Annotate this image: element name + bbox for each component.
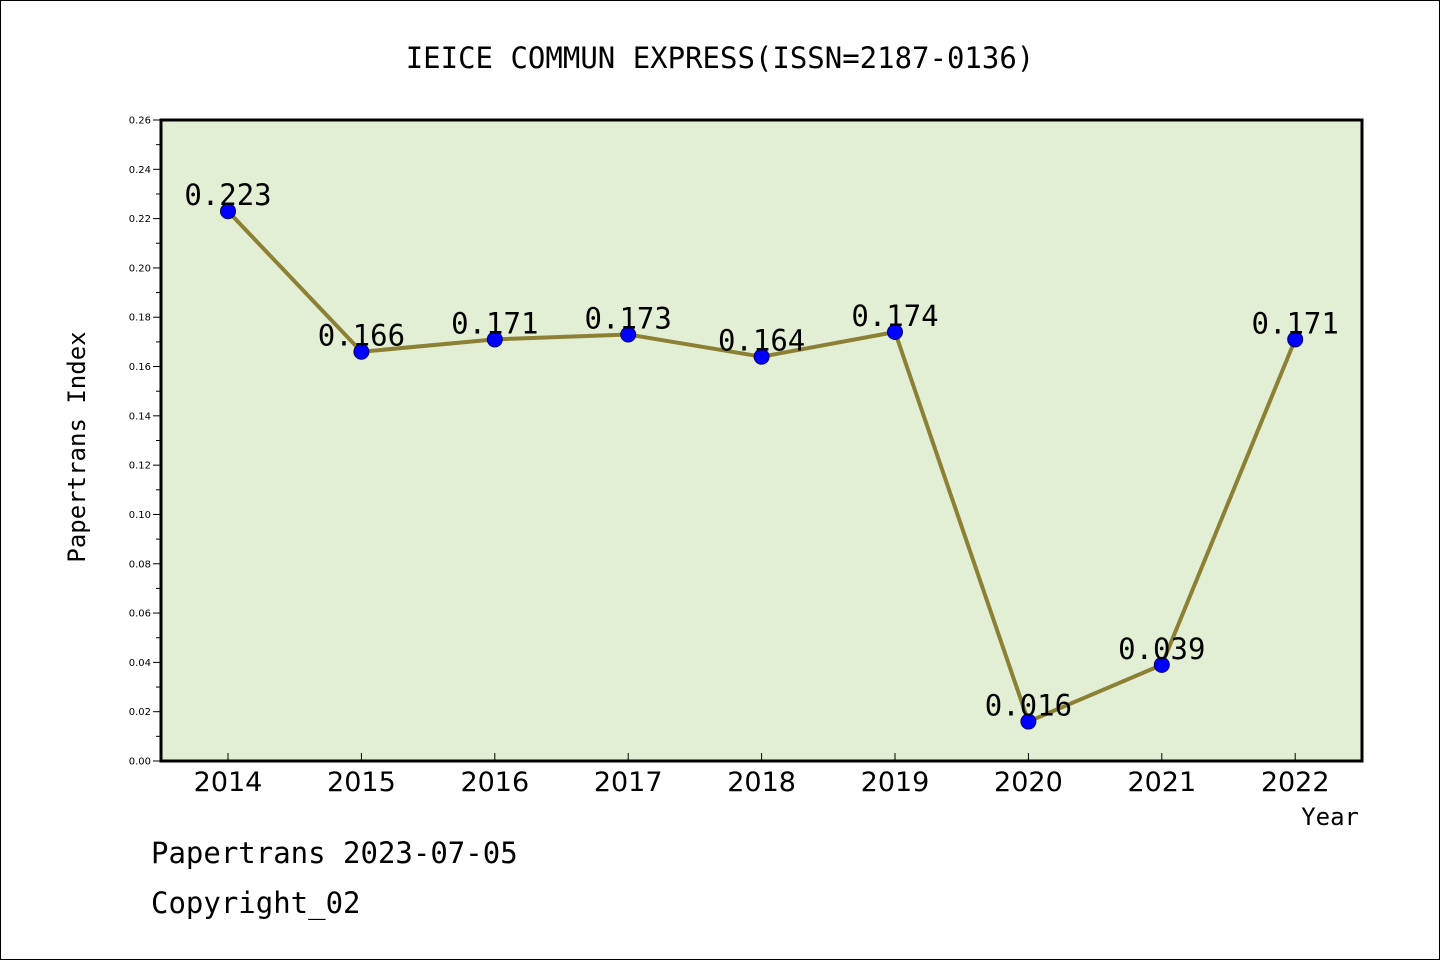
x-axis-ticks: 2014 2015 2016 2017 2018 2019 2020 2021 2022 (194, 753, 1330, 798)
x-tick-label: 2021 (1127, 767, 1196, 798)
y-tick-label: 0.16 (129, 362, 151, 373)
chart-title: IEICE COMMUN EXPRESS(ISSN=2187-0136) (406, 41, 1035, 75)
data-point (1287, 331, 1304, 348)
data-point (1020, 713, 1037, 730)
y-tick-label: 0.08 (129, 559, 151, 570)
y-tick-label: 0.20 (129, 263, 151, 274)
y-tick-label: 0.14 (129, 411, 151, 422)
data-point (620, 326, 637, 343)
data-point (353, 343, 370, 360)
y-tick-label: 0.04 (129, 658, 151, 669)
x-tick-label: 2015 (327, 767, 396, 798)
footer-date: Papertrans 2023-07-05 (151, 836, 518, 870)
y-tick-label: 0.02 (129, 707, 151, 718)
y-tick-label: 0.26 (129, 116, 151, 127)
y-tick-label: 0.10 (129, 510, 151, 521)
data-label: 0.039 (1118, 632, 1205, 666)
y-tick-label: 0.22 (129, 214, 151, 225)
data-points (220, 203, 1304, 730)
data-label: 0.223 (184, 178, 271, 212)
x-tick-label: 2019 (861, 767, 930, 798)
data-point (220, 203, 236, 220)
x-tick-label: 2018 (727, 767, 796, 798)
data-point (887, 324, 903, 341)
footer-copyright: Copyright_02 (151, 886, 361, 920)
y-tick-label: 0.00 (129, 757, 151, 768)
x-tick-label: 2020 (994, 767, 1063, 798)
y-axis-ticks: 0.00 0.02 0.04 0.06 0.08 0.10 0.12 0.14 0.16 0.18… (129, 116, 161, 768)
x-tick-label: 2014 (194, 767, 263, 798)
data-label: 0.174 (851, 299, 938, 333)
x-axis-label: Year (1301, 803, 1359, 831)
data-label: 0.171 (451, 306, 538, 340)
data-label: 0.016 (985, 689, 1072, 723)
plot-area (159, 118, 1364, 763)
data-point (1153, 656, 1170, 673)
data-point (486, 331, 503, 348)
x-tick-label: 2017 (594, 767, 663, 798)
y-tick-label: 0.18 (129, 313, 151, 324)
x-tick-label: 2022 (1261, 767, 1330, 798)
y-tick-label: 0.24 (129, 165, 151, 176)
data-point (753, 348, 770, 365)
data-label: 0.166 (318, 319, 405, 353)
y-tick-label: 0.12 (129, 461, 151, 472)
data-label: 0.164 (718, 324, 805, 358)
data-label: 0.173 (585, 301, 672, 335)
x-tick-label: 2016 (460, 767, 529, 798)
data-labels: 0.223 0.166 0.171 0.173 0.164 0.174 0.016 0.039… (184, 178, 1339, 722)
y-axis-label: Papertrans Index (63, 331, 91, 562)
y-tick-label: 0.06 (129, 609, 151, 620)
data-label: 0.171 (1252, 306, 1339, 340)
